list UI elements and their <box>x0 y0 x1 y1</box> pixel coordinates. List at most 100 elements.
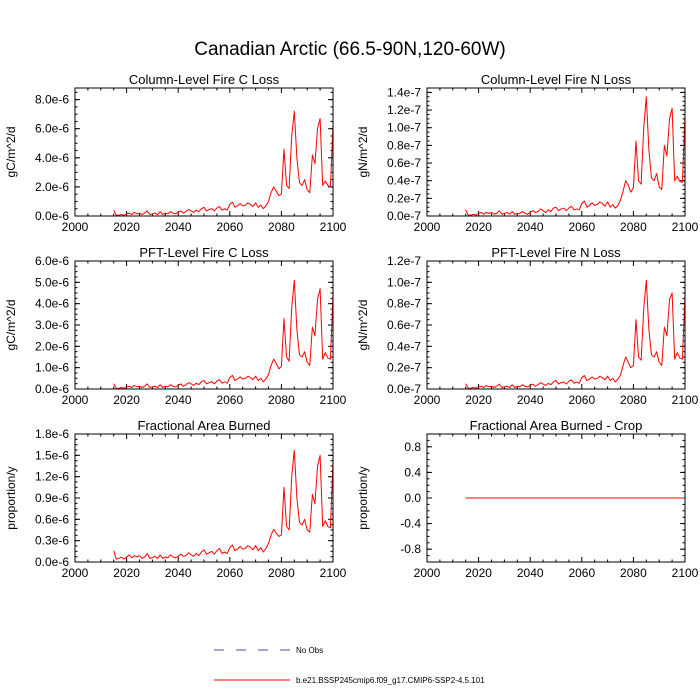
chart-panel-6: Fractional Area Burned - Crop proportion/… <box>356 418 699 580</box>
x-tick-label: 2000 <box>414 566 441 580</box>
x-tick-label: 2080 <box>620 393 647 407</box>
chart-panel-5: Fractional Area Burned proportion/y 2000 20… <box>4 418 347 580</box>
x-tick-label: 2000 <box>414 220 441 234</box>
x-tick-label: 2040 <box>517 220 544 234</box>
x-tick-label: 2040 <box>165 566 192 580</box>
y-tick-label: 0.4e-7 <box>387 339 421 353</box>
y-tick-label: 2.0e-6 <box>35 339 69 353</box>
x-tick-label: 2040 <box>165 220 192 234</box>
plot-frame <box>74 433 334 563</box>
y-tick-label: 0.9e-6 <box>35 491 69 505</box>
panel-title: Column-Level Fire C Loss <box>129 72 280 87</box>
chart-panel-4: PFT-Level Fire N Loss gN/m^2/d 2000 2020 204… <box>356 245 699 407</box>
x-tick-label: 2020 <box>113 220 140 234</box>
x-tick-label: 2000 <box>62 566 89 580</box>
figure-title: Canadian Arctic (66.5-90N,120-60W) <box>194 39 506 60</box>
y-tick-label: 0.8 <box>404 440 421 454</box>
x-tick-label: 2100 <box>320 393 347 407</box>
panel-title: Column-Level Fire N Loss <box>481 72 632 87</box>
x-tick-label: 2040 <box>165 393 192 407</box>
plot-frame <box>426 260 686 390</box>
x-tick-label: 2060 <box>568 566 595 580</box>
plot-frame <box>74 260 334 390</box>
x-tick-label: 2080 <box>268 393 295 407</box>
x-tick-label: 2060 <box>216 566 243 580</box>
y-tick-label: 1.0e-6 <box>35 361 69 375</box>
series-line-1 <box>465 96 686 216</box>
x-tick-label: 2060 <box>568 220 595 234</box>
y-tick-label: 0.6e-7 <box>387 156 421 170</box>
y-tick-label: 0.6e-6 <box>35 512 69 526</box>
y-tick-label: 1.0e-7 <box>387 275 421 289</box>
x-tick-label: 2100 <box>320 566 347 580</box>
x-tick-label: 2000 <box>62 220 89 234</box>
series-line-1 <box>113 110 334 216</box>
y-tick-label: 0.2e-7 <box>387 191 421 205</box>
y-axis-label: gN/m^2/d <box>356 127 370 178</box>
y-tick-label: 6.0e-6 <box>35 122 69 136</box>
panel-title: Fractional Area Burned <box>138 418 271 433</box>
x-tick-label: 2100 <box>672 220 699 234</box>
y-tick-label: 0.8e-7 <box>387 138 421 152</box>
y-tick-label: 1.2e-6 <box>35 470 69 484</box>
x-tick-label: 2020 <box>465 566 492 580</box>
plot-frame <box>426 433 686 563</box>
x-tick-label: 2100 <box>320 220 347 234</box>
legend-obs-label: No Obs <box>296 646 323 655</box>
x-tick-label: 2080 <box>268 566 295 580</box>
x-tick-label: 2020 <box>465 220 492 234</box>
y-tick-label: 1.5e-6 <box>35 448 69 462</box>
x-tick-label: 2000 <box>414 393 441 407</box>
y-axis-label: gN/m^2/d <box>356 300 370 351</box>
y-tick-label: -0.8 <box>400 542 421 556</box>
x-tick-label: 2060 <box>216 220 243 234</box>
y-tick-label: 0.3e-6 <box>35 534 69 548</box>
x-tick-label: 2020 <box>465 393 492 407</box>
y-tick-label: 2.0e-6 <box>35 180 69 194</box>
series-line-1 <box>113 449 334 560</box>
y-tick-label: 0.0e-7 <box>387 382 421 396</box>
legend: No Obs b.e21.BSSP245cmip6.f09_g17.CMIP6-… <box>214 646 485 685</box>
y-tick-label: 1.2e-7 <box>387 254 421 268</box>
x-tick-label: 2080 <box>620 220 647 234</box>
plot-frame <box>74 87 334 217</box>
x-tick-label: 2020 <box>113 566 140 580</box>
legend-model-label: b.e21.BSSP245cmip6.f09_g17.CMIP6-SSP2-4.… <box>296 676 485 685</box>
y-tick-label: 3.0e-6 <box>35 318 69 332</box>
panel-title: PFT-Level Fire N Loss <box>491 245 621 260</box>
y-tick-label: 4.0e-6 <box>35 297 69 311</box>
y-tick-label: 0.6e-7 <box>387 318 421 332</box>
x-tick-label: 2060 <box>568 393 595 407</box>
y-tick-label: 1.2e-7 <box>387 103 421 117</box>
chart-panel-3: PFT-Level Fire C Loss gC/m^2/d 2000 2020 204… <box>4 245 347 407</box>
y-axis-label: proportion/y <box>356 466 370 529</box>
x-tick-label: 2040 <box>517 393 544 407</box>
y-axis-label: gC/m^2/d <box>4 300 18 351</box>
x-tick-label: 2080 <box>620 566 647 580</box>
y-tick-label: 0.0 <box>404 491 421 505</box>
y-axis-label: gC/m^2/d <box>4 127 18 178</box>
series-line-1 <box>113 279 334 389</box>
panels: Column-Level Fire C Loss gC/m^2/d 2000 2020… <box>4 72 699 580</box>
y-tick-label: 4.0e-6 <box>35 151 69 165</box>
y-tick-label: 1.8e-6 <box>35 427 69 441</box>
x-tick-label: 2020 <box>113 393 140 407</box>
x-tick-label: 2040 <box>517 566 544 580</box>
y-tick-label: 0.4 <box>404 465 421 479</box>
y-tick-label: 0.0e-6 <box>35 209 69 223</box>
y-tick-label: 0.2e-7 <box>387 361 421 375</box>
chart-panel-2: Column-Level Fire N Loss gN/m^2/d 2000 2020… <box>356 72 699 234</box>
x-tick-label: 2100 <box>672 566 699 580</box>
y-tick-label: -0.4 <box>400 517 421 531</box>
series-line-1 <box>465 279 686 389</box>
chart-panel-1: Column-Level Fire C Loss gC/m^2/d 2000 2020… <box>4 72 347 234</box>
x-tick-label: 2080 <box>268 220 295 234</box>
y-tick-label: 5.0e-6 <box>35 275 69 289</box>
x-tick-label: 2060 <box>216 393 243 407</box>
y-axis-label: proportion/y <box>4 466 18 529</box>
panel-title: Fractional Area Burned - Crop <box>470 418 643 433</box>
panel-title: PFT-Level Fire C Loss <box>139 245 269 260</box>
y-tick-label: 6.0e-6 <box>35 254 69 268</box>
x-tick-label: 2000 <box>62 393 89 407</box>
